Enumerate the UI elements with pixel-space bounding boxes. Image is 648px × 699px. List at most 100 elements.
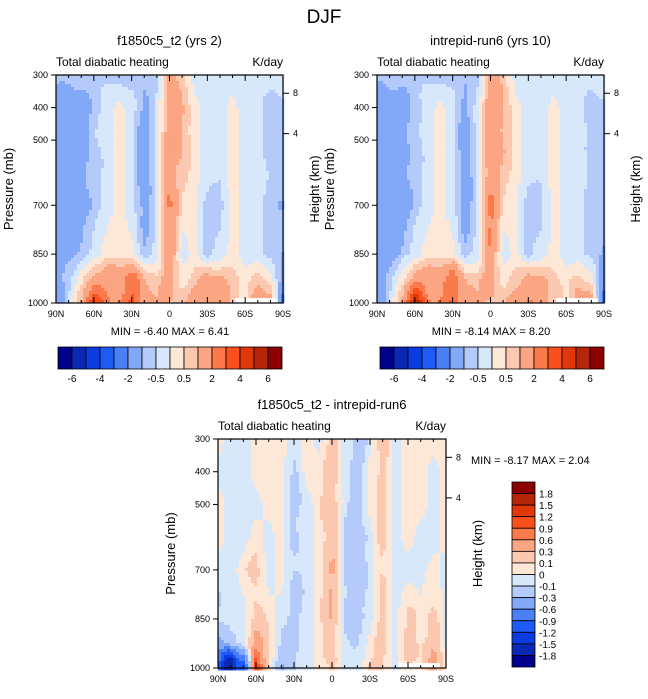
field-cell xyxy=(128,222,132,226)
field-cell xyxy=(182,270,186,274)
field-cell xyxy=(101,117,105,121)
field-cell xyxy=(77,87,81,91)
field-cell xyxy=(158,189,162,193)
field-cell xyxy=(56,237,60,241)
field-cell xyxy=(245,228,249,232)
field-cell xyxy=(203,219,207,223)
field-cell xyxy=(251,90,255,94)
field-cell xyxy=(200,129,204,133)
field-cell xyxy=(275,159,279,163)
field-cell xyxy=(65,213,69,217)
field-cell xyxy=(185,96,189,100)
field-cell xyxy=(185,204,189,208)
field-cell xyxy=(191,246,195,250)
field-cell xyxy=(95,198,99,202)
field-cell xyxy=(266,222,270,226)
field-cell xyxy=(200,222,204,226)
field-cell xyxy=(62,180,66,184)
field-cell xyxy=(227,111,231,115)
field-cell xyxy=(140,102,144,106)
field-cell xyxy=(65,261,69,265)
field-cell xyxy=(56,198,60,202)
field-cell xyxy=(191,147,195,151)
field-cell xyxy=(95,213,99,217)
field-cell xyxy=(62,192,66,196)
field-cell xyxy=(161,126,165,130)
field-cell xyxy=(77,96,81,100)
field-cell xyxy=(92,81,96,85)
field-cell xyxy=(155,114,159,118)
field-cell xyxy=(236,219,240,223)
field-cell xyxy=(260,99,264,103)
field-cell xyxy=(260,255,264,259)
field-cell xyxy=(65,99,69,103)
field-cell xyxy=(260,162,264,166)
field-cell xyxy=(56,213,60,217)
field-cell xyxy=(242,258,246,262)
field-cell xyxy=(230,264,234,268)
field-cell xyxy=(80,123,84,127)
field-cell xyxy=(140,141,144,145)
field-cell xyxy=(113,192,117,196)
field-cell xyxy=(161,183,165,187)
field-cell xyxy=(146,267,150,271)
field-cell xyxy=(158,81,162,85)
field-cell xyxy=(236,180,240,184)
field-cell xyxy=(215,228,219,232)
field-cell xyxy=(59,270,63,274)
field-cell xyxy=(242,153,246,157)
field-cell xyxy=(245,255,249,259)
field-cell xyxy=(56,129,60,133)
field-cell xyxy=(155,267,159,271)
field-cell xyxy=(149,180,153,184)
field-cell xyxy=(77,132,81,136)
field-cell xyxy=(245,156,249,160)
field-cell xyxy=(68,234,72,238)
field-cell xyxy=(74,90,78,94)
field-cell xyxy=(263,123,267,127)
field-cell xyxy=(86,219,90,223)
field-cell xyxy=(188,252,192,256)
field-cell xyxy=(269,138,273,142)
field-cell xyxy=(236,75,240,79)
field-cell xyxy=(56,240,60,244)
field-cell xyxy=(59,81,63,85)
field-cell xyxy=(266,186,270,190)
field-cell xyxy=(185,207,189,211)
field-cell xyxy=(215,117,219,121)
field-cell xyxy=(131,168,135,172)
field-cell xyxy=(158,222,162,226)
field-cell xyxy=(185,99,189,103)
field-cell xyxy=(113,180,117,184)
field-cell xyxy=(98,222,102,226)
field-cell xyxy=(62,78,66,82)
field-cell xyxy=(236,99,240,103)
field-cell xyxy=(209,147,213,151)
field-cell xyxy=(74,141,78,145)
field-cell xyxy=(218,174,222,178)
field-cell xyxy=(257,141,261,145)
field-cell xyxy=(89,180,93,184)
field-cell xyxy=(182,255,186,259)
field-cell xyxy=(131,102,135,106)
field-cell xyxy=(275,153,279,157)
field-cell xyxy=(197,159,201,163)
field-cell xyxy=(146,156,150,160)
field-cell xyxy=(197,228,201,232)
field-cell xyxy=(161,90,165,94)
field-cell xyxy=(161,234,165,238)
field-cell xyxy=(74,255,78,259)
field-cell xyxy=(176,90,180,94)
field-cell xyxy=(95,183,99,187)
field-cell xyxy=(62,99,66,103)
field-cell xyxy=(74,114,78,118)
field-cell xyxy=(233,177,237,181)
field-cell xyxy=(251,225,255,229)
field-cell xyxy=(212,132,216,136)
field-cell xyxy=(89,264,93,268)
field-cell xyxy=(146,270,150,274)
field-cell xyxy=(125,270,129,274)
field-cell xyxy=(206,174,210,178)
field-cell xyxy=(77,261,81,265)
field-cell xyxy=(278,222,282,226)
